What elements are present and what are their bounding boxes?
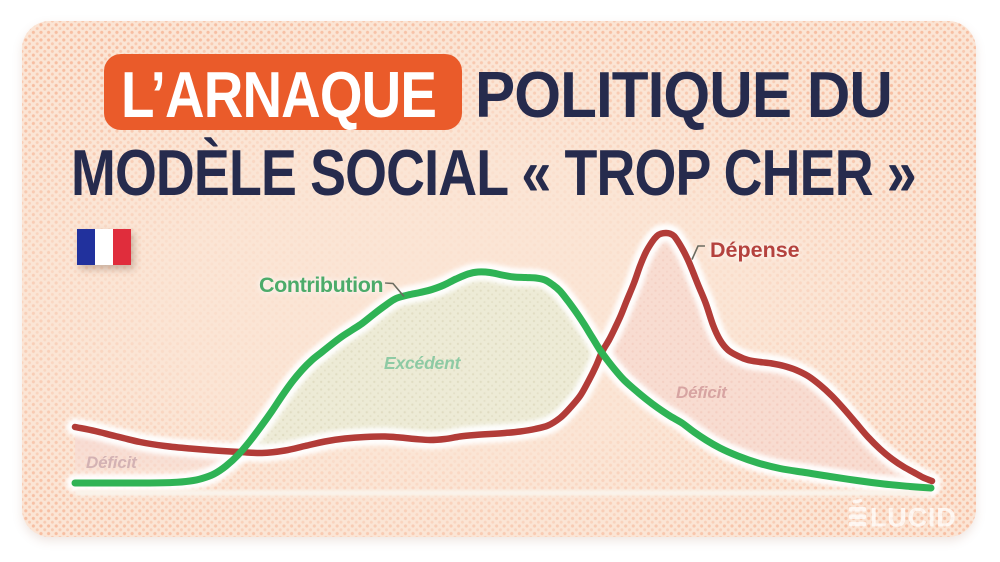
svg-text:LUCID: LUCID [870, 502, 957, 531]
